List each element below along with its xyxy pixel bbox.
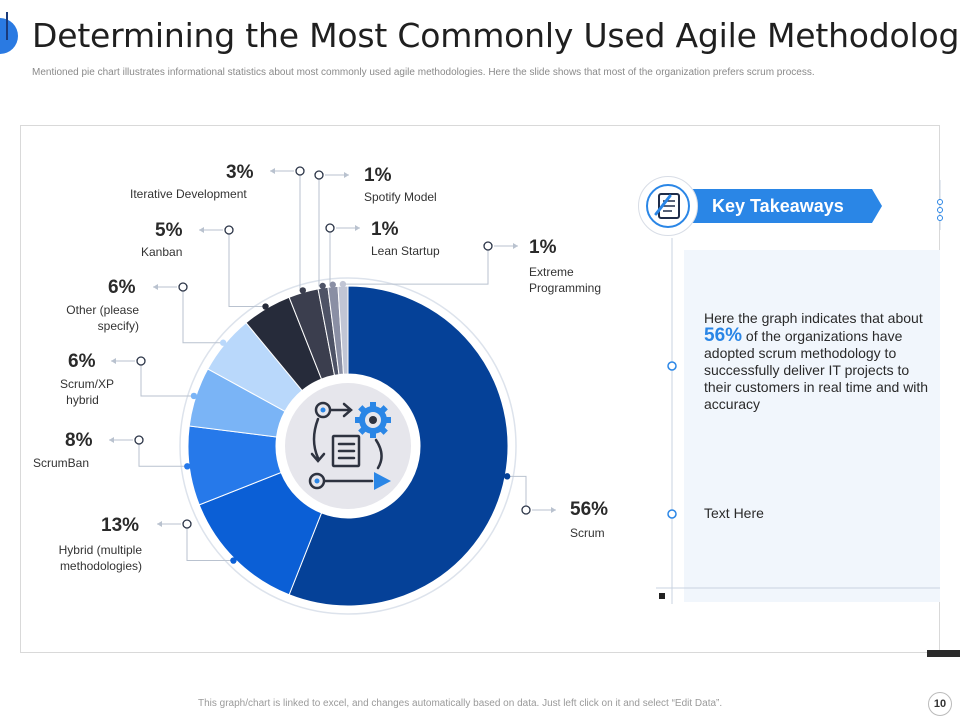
leader-line: [507, 475, 527, 510]
gear-tooth: [379, 426, 388, 435]
leader-arrowhead: [355, 225, 360, 231]
donut-outer-ring: [179, 277, 517, 615]
leader-marker: [182, 519, 192, 529]
leader-marker: [295, 166, 305, 176]
pct-lean: 1%: [371, 219, 399, 240]
chart-center-icon: [276, 374, 420, 518]
takeaway-highlight: 56%: [704, 325, 743, 346]
takeaway-text-before: Here the graph indicates that about: [704, 310, 923, 326]
footer-note: This graph/chart is linked to excel, and…: [198, 698, 723, 709]
label-lean: Lean Startup: [371, 244, 440, 258]
label-scrumban: ScrumBan: [33, 456, 90, 470]
takeaway-bullet-2: [667, 509, 677, 519]
label-hybrid: Hybrid (multiple methodologies): [58, 543, 142, 573]
leader-line: [138, 440, 188, 467]
page-subtitle: Mentioned pie chart illustrates informat…: [32, 67, 815, 78]
leader-marker: [136, 356, 146, 366]
leader-arrowhead: [199, 227, 204, 233]
gear-icon: [355, 402, 391, 438]
leader-dot: [329, 281, 336, 288]
label-scrumxp: Scrum/XP hybrid: [60, 377, 115, 407]
leader-dot: [219, 339, 227, 346]
title-accent: [0, 18, 18, 54]
leader-marker: [314, 170, 324, 180]
edge-dot-2: [937, 207, 943, 213]
leader-line: [186, 524, 234, 562]
leader-dot: [184, 463, 191, 470]
pct-scrum: 56%: [570, 499, 609, 520]
gear-tooth: [358, 426, 367, 435]
takeaways-icon-circle: [646, 184, 690, 228]
leader-marker: [224, 225, 234, 235]
gear-tooth: [385, 417, 391, 423]
gear-tooth: [358, 405, 367, 414]
leader-dot: [339, 280, 347, 288]
gear-tooth: [370, 402, 376, 408]
takeaway-text-after: of the organizations have adopted scrum …: [704, 328, 929, 412]
leader-dot: [503, 473, 511, 480]
chart-decorations: [179, 277, 517, 615]
leader-marker: [325, 223, 335, 233]
notes-icon: [654, 193, 680, 219]
leader-arrowhead: [111, 358, 116, 364]
page-title: Determining the Most Commonly Used Agile…: [32, 16, 960, 55]
pct-xp: 1%: [529, 237, 557, 258]
baseline-square: [659, 593, 665, 599]
label-scrum: Scrum: [570, 526, 605, 540]
pct-other: 6%: [108, 277, 136, 298]
pct-hybrid: 13%: [101, 515, 140, 536]
leader-marker: [178, 282, 188, 292]
pct-scrumxp: 6%: [68, 351, 96, 372]
leader-marker: [134, 435, 144, 445]
edge-dot-3: [937, 215, 943, 221]
gear-tooth: [379, 405, 388, 414]
takeaways-panel: [684, 250, 940, 602]
process-icon-dot-a: [314, 478, 320, 484]
leader-marker: [483, 241, 493, 251]
frame-accent-bar: [927, 650, 960, 657]
gear-tooth: [355, 417, 361, 423]
leader-arrowhead: [513, 243, 518, 249]
leader-dot: [230, 557, 237, 564]
leader-marker: [521, 505, 531, 515]
takeaway-text-2: Text Here: [704, 505, 764, 521]
pct-iterative: 3%: [226, 162, 254, 183]
takeaways-badge: [688, 189, 882, 223]
takeaway-text-1: Here the graph indicates that about 56% …: [704, 310, 932, 413]
leader-arrowhead: [109, 437, 114, 443]
takeaway-bullet-1: [667, 361, 677, 371]
label-kanban: Kanban: [141, 245, 183, 259]
edge-dot-1: [937, 199, 943, 205]
leader-arrowhead: [551, 507, 556, 513]
chart-connectors: [109, 166, 556, 564]
leader-line: [140, 361, 194, 397]
leader-dot: [319, 282, 326, 290]
leader-arrowhead: [344, 172, 349, 178]
pct-scrumban: 8%: [65, 430, 93, 451]
process-icon-dot-b: [320, 407, 326, 413]
label-spotify: Spotify Model: [364, 190, 437, 204]
page-number: 10: [928, 692, 952, 716]
leader-arrowhead: [270, 168, 275, 174]
label-other: Other (please specify): [66, 303, 139, 333]
leader-line: [342, 246, 489, 285]
title-accent-line: [6, 12, 8, 40]
leader-arrowhead: [157, 521, 162, 527]
leader-arrowhead: [153, 284, 158, 290]
leader-line: [228, 230, 266, 308]
pct-spotify: 1%: [364, 165, 392, 186]
pct-kanban: 5%: [155, 220, 183, 241]
leader-dot: [190, 392, 198, 400]
takeaways-title: Key Takeaways: [712, 196, 844, 216]
process-icon: [308, 401, 383, 490]
label-iterative: Iterative Development: [130, 187, 247, 201]
gear-tooth: [370, 432, 376, 438]
leader-line: [182, 287, 224, 344]
leader-dot: [299, 287, 307, 294]
process-icon-arrow: [374, 472, 391, 490]
leader-dot: [262, 303, 269, 310]
label-xp: Extreme Programming: [529, 265, 602, 295]
